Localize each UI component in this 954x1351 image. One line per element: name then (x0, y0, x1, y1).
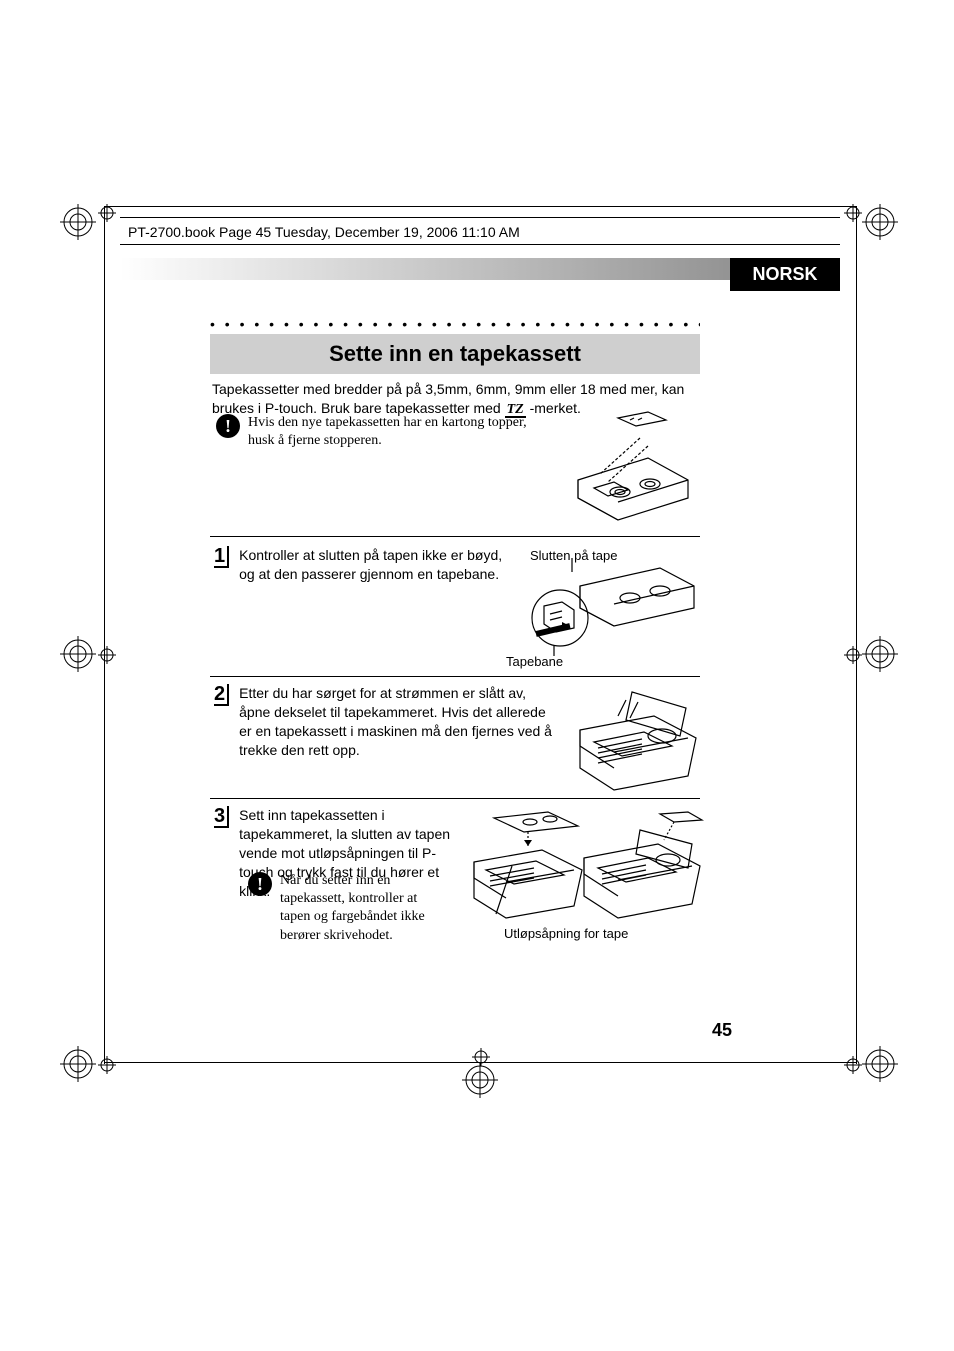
reg-mark (98, 204, 116, 222)
alert-icon: ! (248, 872, 272, 896)
section-title: Sette inn en tapekassett (210, 334, 700, 374)
figure-tape-guide (520, 558, 700, 658)
reg-mark (844, 1056, 862, 1074)
step-number: 3 (214, 806, 229, 828)
dotted-rule: • • • • • • • • • • • • • • • • • • • • … (210, 316, 700, 332)
step-1: 1 Kontroller at slutten på tapen ikke er… (214, 546, 520, 584)
separator (210, 798, 700, 799)
step-number: 1 (214, 546, 229, 568)
running-header: PT-2700.book Page 45 Tuesday, December 1… (128, 224, 520, 240)
reg-mark (862, 636, 898, 672)
reg-mark (844, 204, 862, 222)
step-2: 2 Etter du har sørget for at strømmen er… (214, 684, 552, 760)
reg-mark (60, 1046, 96, 1082)
reg-mark (98, 646, 116, 664)
reg-mark (472, 1048, 490, 1066)
reg-mark (60, 636, 96, 672)
reg-mark (844, 646, 862, 664)
page-number: 45 (712, 1020, 732, 1041)
header-rule (120, 217, 840, 218)
separator (210, 536, 700, 537)
figure-open-cover (572, 686, 702, 794)
separator (210, 676, 700, 677)
reg-mark (60, 204, 96, 240)
reg-mark (98, 1056, 116, 1074)
reg-mark (862, 204, 898, 240)
language-tab-label: NORSK (752, 264, 817, 285)
figure-insert-cassette-b (576, 810, 706, 920)
section-title-text: Sette inn en tapekassett (329, 341, 581, 367)
callout-exit-slot: Utløpsåpning for tape (504, 926, 628, 941)
note-text: Når du setter inn en tapekassett, kontro… (280, 872, 448, 945)
language-tab: NORSK (730, 258, 840, 291)
note-block: ! Når du setter inn en tapekassett, kont… (248, 872, 448, 945)
step-1-text: Kontroller at slutten på tapen ikke er b… (239, 546, 520, 584)
step-2-text: Etter du har sørget for at strømmen er s… (239, 684, 552, 760)
figure-insert-cassette-a (468, 810, 588, 920)
figure-cassette-stopper (558, 410, 700, 536)
note-text: Hvis den nye tapekassetten har en karton… (248, 414, 556, 450)
reg-mark (862, 1046, 898, 1082)
note-block: ! Hvis den nye tapekassetten har en kart… (216, 414, 556, 450)
step-number: 2 (214, 684, 229, 706)
reg-mark (462, 1062, 498, 1098)
alert-icon: ! (216, 414, 240, 438)
header-rule (120, 244, 840, 245)
